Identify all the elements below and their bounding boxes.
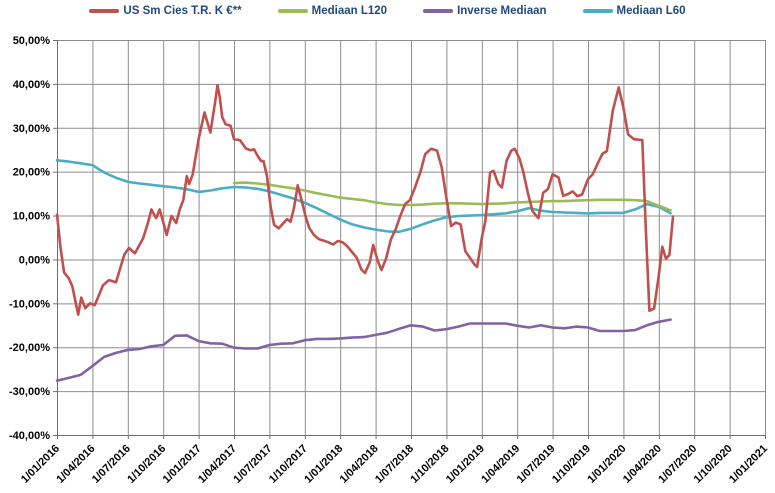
legend-line-swatch-icon: [582, 9, 613, 13]
legend-line-swatch-icon: [277, 9, 308, 13]
y-tick-label: -30,00%: [9, 386, 50, 398]
legend-label: Mediaan L120: [311, 5, 388, 17]
legend-line-swatch-icon: [89, 9, 120, 13]
legend-label: Inverse Mediaan: [457, 5, 547, 17]
legend-line-swatch-icon: [423, 9, 454, 13]
series-line-mediaan-l60[interactable]: [55, 159, 672, 234]
y-tick-label: 10,00%: [13, 211, 51, 223]
y-axis-labels: 50,00% 40,00% 30,00% 20,00% 10,00% 0,00% -10,0…: [9, 35, 50, 442]
y-tick-label: 40,00%: [13, 79, 51, 91]
legend-label: Mediaan L60: [616, 5, 686, 17]
axes: [53, 40, 766, 439]
gridlines: [57, 40, 766, 436]
y-tick-label: 50,00%: [13, 35, 51, 47]
y-tick-label: -40,00%: [9, 430, 50, 442]
x-axis-labels: 1/01/20161/04/20161/07/20161/10/20161/01…: [19, 443, 770, 486]
legend-item-2[interactable]: Mediaan L120: [277, 5, 388, 17]
y-tick-label: -10,00%: [9, 298, 50, 310]
legend-item-4[interactable]: Mediaan L60: [582, 5, 686, 17]
y-tick-label: 0,00%: [19, 254, 50, 266]
chart-legend: US Sm Cies T.R. K €** Mediaan L120 Inverse…: [0, 5, 775, 17]
y-tick-label: 20,00%: [13, 167, 51, 179]
x-tick-label: 1/01/2021: [727, 443, 770, 486]
y-tick-label: 30,00%: [13, 123, 51, 135]
series-line-us-sm-cies-t-r-k[interactable]: [55, 83, 675, 317]
legend-item-1[interactable]: US Sm Cies T.R. K €**: [89, 5, 242, 17]
legend-label: US Sm Cies T.R. K €**: [123, 5, 242, 17]
legend-item-3[interactable]: Inverse Mediaan: [423, 5, 547, 17]
series-line-inverse-mediaan[interactable]: [55, 318, 672, 382]
series-line-mediaan-l120[interactable]: [232, 181, 672, 212]
y-tick-label: -20,00%: [9, 342, 50, 354]
